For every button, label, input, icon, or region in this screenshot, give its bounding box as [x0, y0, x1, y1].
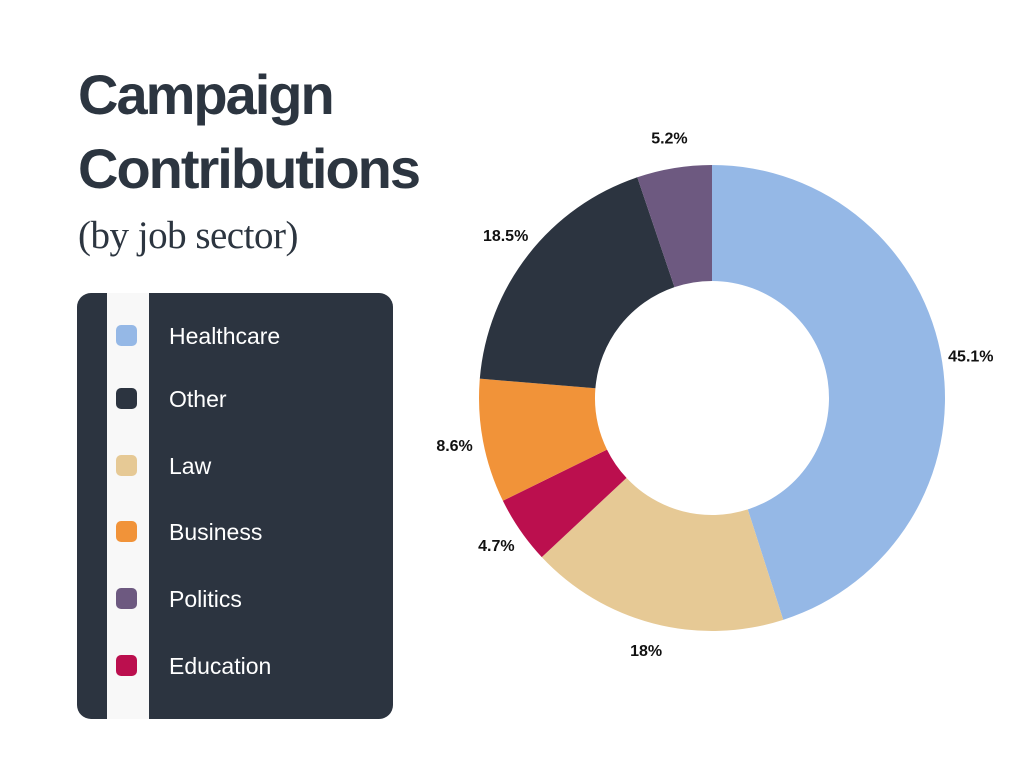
legend-swatch-healthcare	[116, 325, 137, 346]
legend-item-other: Other	[77, 379, 393, 419]
chart-subtitle: (by job sector)	[78, 214, 298, 257]
slice-law	[541, 477, 784, 631]
data-label-politics: 5.2%	[651, 131, 687, 148]
legend: Healthcare Other Law Business Politics E…	[77, 293, 393, 719]
legend-label-business: Business	[169, 519, 263, 545]
legend-divider-strip	[107, 293, 149, 719]
slice-education	[502, 449, 627, 558]
legend-swatch-law	[116, 455, 137, 476]
legend-swatch-education	[116, 655, 137, 676]
data-label-education: 4.7%	[478, 538, 514, 555]
legend-swatch-politics	[116, 588, 137, 609]
slice-business	[479, 378, 607, 501]
legend-item-politics: Politics	[77, 579, 393, 619]
legend-item-education: Education	[77, 646, 393, 686]
data-label-healthcare: 45.1%	[948, 349, 993, 366]
legend-item-healthcare: Healthcare	[77, 316, 393, 356]
data-label-business: 8.6%	[436, 438, 472, 455]
legend-item-law: Law	[77, 446, 393, 486]
legend-label-law: Law	[169, 453, 212, 479]
legend-label-healthcare: Healthcare	[169, 323, 281, 349]
slice-healthcare	[712, 165, 946, 620]
legend-label-education: Education	[169, 653, 272, 679]
legend-swatch-other	[116, 388, 137, 409]
slice-politics	[637, 165, 712, 288]
legend-label-politics: Politics	[169, 586, 242, 612]
data-label-law: 18%	[630, 643, 662, 660]
legend-item-business: Business	[77, 512, 393, 552]
legend-swatch-business	[116, 521, 137, 542]
slice-other	[479, 177, 675, 389]
legend-label-other: Other	[169, 386, 227, 412]
data-label-other: 18.5%	[483, 228, 528, 245]
chart-title: Campaign Contributions	[78, 63, 421, 200]
